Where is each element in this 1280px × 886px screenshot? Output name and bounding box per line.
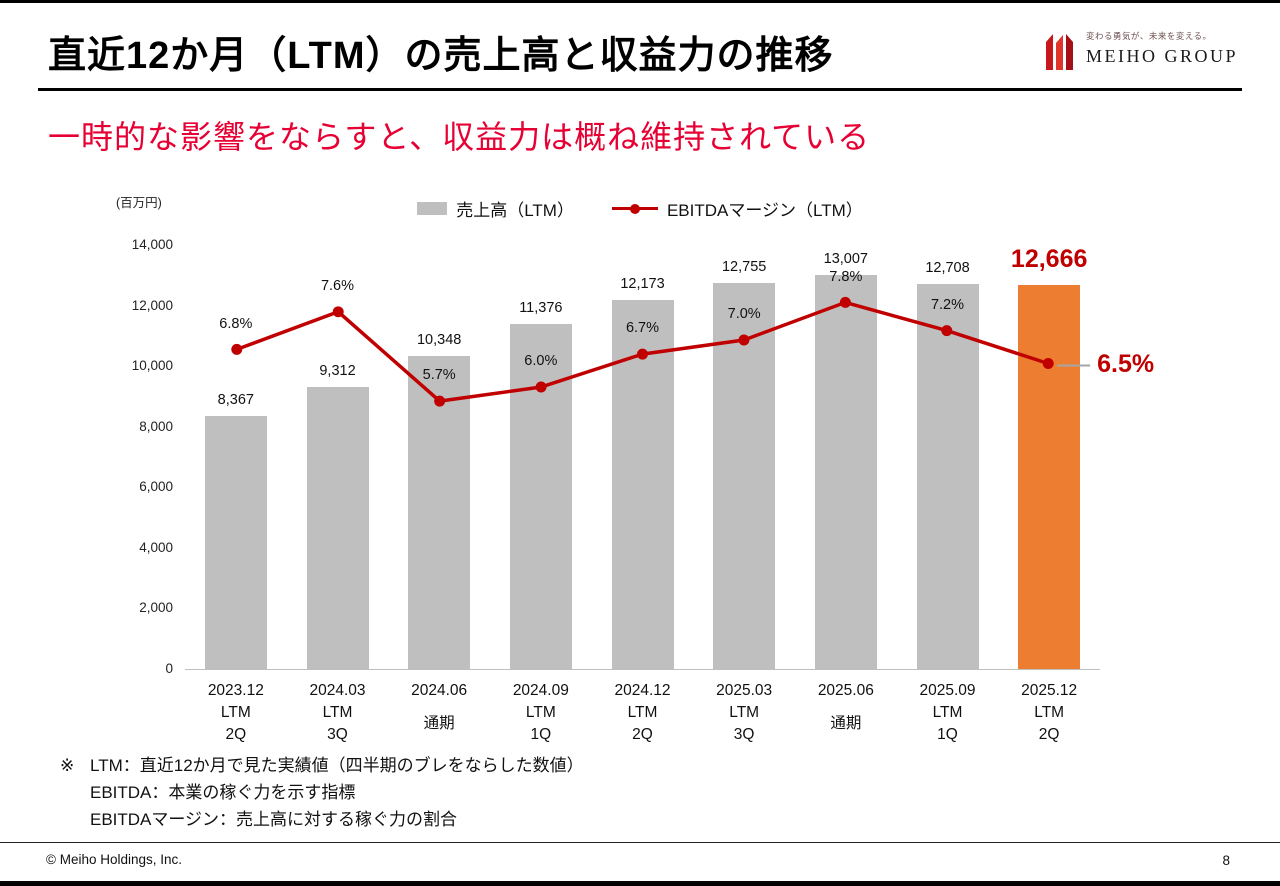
- x-axis-label: 2024.03: [309, 682, 366, 699]
- x-axis-sublabel: LTM 2Q: [220, 704, 251, 743]
- x-axis-label: 2025.12: [1021, 682, 1078, 699]
- bar-value-label: 13,007: [823, 251, 869, 268]
- x-axis-sublabel: 通期: [423, 715, 455, 732]
- bottom-border: [0, 881, 1280, 886]
- y-axis-tick: 6,000: [139, 479, 173, 495]
- footnote-ebitda-margin-row: EBITDAマージン：売上高に対する稼ぐ力の割合: [60, 806, 584, 833]
- bar-value-label: 10,348: [416, 331, 462, 348]
- y-axis-tick: 8,000: [139, 418, 173, 434]
- y-axis-tick: 2,000: [139, 600, 173, 616]
- legend-item-revenue: 売上高（LTM）: [417, 196, 574, 221]
- meiho-group-logo: 変わる勇気が、未来を変える。 MEIHO GROUP: [1043, 30, 1238, 70]
- line-point: [738, 334, 750, 346]
- legend-item-ebitda-margin: EBITDAマージン（LTM）: [611, 196, 863, 221]
- legend-label-revenue: 売上高（LTM）: [456, 201, 574, 220]
- footnote-marker: ※: [60, 756, 75, 775]
- line-point: [535, 381, 547, 393]
- x-axis-label: 2023.12: [207, 682, 264, 699]
- x-axis-sublabel: LTM 2Q: [1034, 704, 1065, 743]
- chart-legend: 売上高（LTM） EBITDAマージン（LTM）: [0, 196, 1280, 221]
- bar-2024.03: [306, 386, 369, 669]
- footer-divider: [0, 842, 1280, 843]
- ebitda-margin-label: 7.2%: [930, 296, 965, 313]
- page-number: 8: [1222, 853, 1230, 868]
- bar-2023.12: [204, 415, 267, 669]
- x-axis-sublabel: LTM 3Q: [729, 704, 760, 743]
- y-axis-tick: 4,000: [139, 539, 173, 555]
- ebitda-margin-label: 5.7%: [422, 367, 456, 384]
- bar-value-label: 12,708: [925, 260, 970, 277]
- x-axis-label: 2025.09: [919, 682, 976, 699]
- ebitda-margin-label: 6.7%: [625, 320, 660, 337]
- bar-value-label: 12,173: [620, 276, 665, 293]
- line-point: [332, 306, 344, 318]
- plot-area: 0 2,000 4,000 6,000 8,000 10,000 12,000 14,000 8…: [132, 237, 1154, 743]
- line-point: [839, 296, 851, 308]
- bar-2025.12: [1018, 285, 1081, 669]
- footnotes: ※ LTM：直近12か月で見た実績値（四半期のブレをならした数値） EBITDA…: [60, 752, 584, 833]
- ebitda-margin-label: 6.8%: [219, 315, 253, 332]
- line-point: [1042, 358, 1054, 369]
- legend-line-sample: [611, 207, 658, 210]
- footnote-ebitda-row: EBITDA：本業の稼ぐ力を示す指標: [60, 779, 584, 806]
- bar-2025.06: [814, 275, 877, 669]
- x-axis-sublabel: LTM 1Q: [525, 704, 556, 743]
- footnote-ebitda: EBITDA：本業の稼ぐ力を示す指標: [90, 783, 356, 802]
- y-axis-tick: 14,000: [131, 237, 173, 252]
- x-axis-sublabel: LTM 3Q: [322, 704, 353, 743]
- ebitda-margin-label: 6.0%: [524, 353, 558, 370]
- slide-title: 直近12か月（LTM）の売上高と収益力の推移: [48, 35, 834, 77]
- logo-text: 変わる勇気が、未来を変える。 MEIHO GROUP: [1086, 30, 1238, 67]
- bar-value-label: 11,376: [519, 300, 563, 317]
- ebitda-margin-label: 7.8%: [829, 268, 863, 285]
- bar-2024.06: [408, 355, 471, 669]
- ebitda-margin-highlight-label: 6.5%: [1097, 349, 1155, 378]
- title-divider: [38, 88, 1242, 91]
- meiho-logo-icon: [1045, 34, 1073, 70]
- line-point: [231, 343, 243, 355]
- y-axis-tick: 0: [165, 661, 173, 676]
- bar-value-label: 12,666: [1010, 245, 1088, 274]
- footnote-ebitda-margin: EBITDAマージン：売上高に対する稼ぐ力の割合: [90, 810, 458, 829]
- line-point: [434, 395, 446, 407]
- unit-label: (百万円): [116, 196, 162, 210]
- line-point: [941, 325, 953, 337]
- x-axis-label: 2024.06: [411, 682, 468, 699]
- logo-tagline: 変わる勇気が、未来を変える。: [1085, 31, 1212, 41]
- legend-bar-swatch: [417, 202, 448, 215]
- bar-value-label: 9,312: [319, 362, 356, 379]
- x-axis-label: 2024.09: [512, 682, 569, 699]
- footnote-ltm-row: ※ LTM：直近12か月で見た実績値（四半期のブレをならした数値）: [60, 752, 584, 779]
- x-axis-sublabel: LTM 1Q: [932, 704, 963, 743]
- bar-value-label: 12,755: [721, 258, 767, 275]
- logo-name: MEIHO GROUP: [1085, 46, 1238, 66]
- x-axis-sublabel: LTM 2Q: [627, 704, 658, 743]
- bar-2025.03: [713, 282, 776, 669]
- y-axis-tick: 12,000: [131, 297, 173, 313]
- x-axis-label: 2025.06: [817, 682, 874, 699]
- x-axis-sublabel: 通期: [830, 715, 862, 732]
- footnote-ltm: LTM：直近12か月で見た実績値（四半期のブレをならした数値）: [90, 756, 584, 775]
- x-axis-label: 2024.12: [614, 682, 671, 699]
- ebitda-margin-label: 7.0%: [727, 306, 761, 323]
- bar-2025.09: [916, 284, 979, 669]
- legend-label-ebitda-margin: EBITDAマージン（LTM）: [666, 201, 863, 220]
- ebitda-margin-line: [231, 296, 1091, 407]
- key-message: 一時的な影響をならすと、収益力は概ね維持されている: [48, 119, 871, 155]
- ltm-revenue-ebitda-chart: (百万円) 売上高（LTM） EBITDAマージン（LTM） 0 2,000 4,0…: [0, 186, 1280, 766]
- bar-value-label: 8,367: [217, 391, 254, 408]
- top-border: [0, 0, 1280, 3]
- copyright: © Meiho Holdings, Inc.: [46, 852, 183, 867]
- x-axis-label: 2025.03: [716, 682, 773, 699]
- ebitda-margin-label: 7.6%: [320, 277, 355, 294]
- y-axis-tick: 10,000: [131, 358, 173, 374]
- line-point: [637, 348, 648, 360]
